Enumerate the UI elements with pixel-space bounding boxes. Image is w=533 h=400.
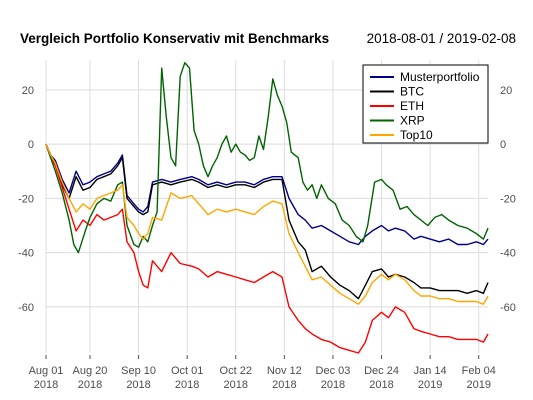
x-axis-ticks: Aug 01 2018 Aug 20 2018 Sep 10 2018 Oct 01 2018…: [29, 355, 496, 391]
x-tick-label: Feb 04: [462, 365, 496, 377]
legend-label: ETH: [400, 99, 424, 113]
x-tick-label: Sep 10: [121, 365, 156, 377]
x-tick-label: Aug 20: [73, 365, 108, 377]
chart-date-range: 2018-08-01 / 2019-02-08: [367, 31, 516, 46]
series-lines: [45, 62, 489, 354]
x-tick-label: Oct 01: [171, 365, 203, 377]
series-line-btc: [45, 143, 489, 300]
x-tick-year: 2018: [34, 379, 58, 391]
grid: [45, 60, 488, 353]
series-line-top10: [45, 143, 489, 305]
y-tick-label-left: -20: [18, 193, 34, 205]
x-tick-label: Nov 12: [267, 365, 302, 377]
x-tick-year: 2019: [418, 379, 442, 391]
x-tick-year: 2018: [126, 379, 150, 391]
x-tick-year: 2018: [224, 379, 248, 391]
x-tick-label: Dec 03: [316, 365, 351, 377]
x-tick-label: Dec 24: [364, 365, 399, 377]
legend-label: BTC: [400, 85, 424, 99]
x-tick-year: 2019: [467, 379, 491, 391]
x-tick-label: Aug 01: [29, 365, 64, 377]
y-tick-label-left: -60: [18, 302, 34, 314]
y-tick-label-right: -20: [500, 193, 516, 205]
legend-label: Top10: [400, 128, 433, 142]
x-tick-label: Jan 14: [414, 365, 447, 377]
series-line-eth: [45, 143, 489, 354]
y-tick-label-left: -40: [18, 248, 34, 260]
x-tick-year: 2018: [175, 379, 199, 391]
series-line-musterportfolio: [45, 143, 489, 246]
y-tick-label-left: 20: [22, 85, 34, 97]
legend-label: XRP: [400, 114, 425, 128]
chart-title: Vergleich Portfolio Konservativ mit Benc…: [20, 31, 329, 46]
y-tick-label-left: 0: [28, 139, 34, 151]
x-tick-year: 2018: [321, 379, 345, 391]
y-tick-label-right: -60: [500, 302, 516, 314]
x-tick-year: 2018: [369, 379, 393, 391]
x-tick-label: Oct 22: [220, 365, 252, 377]
y-tick-label-right: 20: [500, 85, 512, 97]
y-axis-ticks: 20 20 0 0 -20 -20 -40 -40 -60 -60: [18, 85, 516, 314]
x-tick-year: 2018: [272, 379, 296, 391]
x-tick-year: 2018: [78, 379, 102, 391]
legend-label: Musterportfolio: [400, 70, 480, 84]
y-tick-label-right: 0: [500, 139, 506, 151]
y-tick-label-right: -40: [500, 248, 516, 260]
